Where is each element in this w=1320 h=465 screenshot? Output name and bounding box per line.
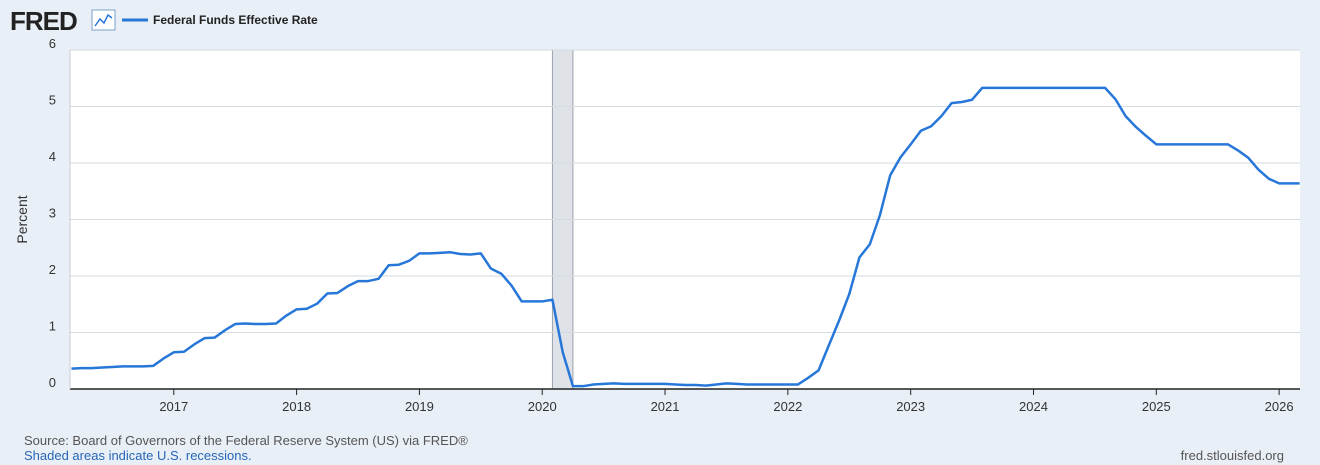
recession-note: Shaded areas indicate U.S. recessions. [24,448,252,463]
y-tick-label: 0 [49,375,56,390]
credit: fred.stlouisfed.org [1181,448,1284,463]
x-tick-label: 2021 [651,399,680,414]
series-line [71,86,1300,388]
x-tick-label: 2017 [159,399,188,414]
legend-label: Federal Funds Effective Rate [153,13,318,27]
source-note: Source: Board of Governors of the Federa… [24,433,468,448]
x-tick-label: 2020 [528,399,557,414]
y-tick-label: 5 [49,93,56,108]
y-tick-label: 3 [49,206,56,221]
y-axis-label: Percent [14,195,30,243]
x-tick-label: 2024 [1019,399,1048,414]
x-tick-label: 2026 [1265,399,1294,414]
x-tick-label: 2025 [1142,399,1171,414]
y-tick-label: 1 [49,319,56,334]
y-tick-label: 4 [49,149,56,164]
x-tick-label: 2019 [405,399,434,414]
x-tick-label: 2018 [282,399,311,414]
y-tick-label: 6 [49,36,56,51]
x-tick-label: 2023 [896,399,925,414]
logo-icon [91,9,116,31]
logo: FRED [10,6,77,36]
x-tick-label: 2022 [773,399,802,414]
y-tick-label: 2 [49,262,56,277]
